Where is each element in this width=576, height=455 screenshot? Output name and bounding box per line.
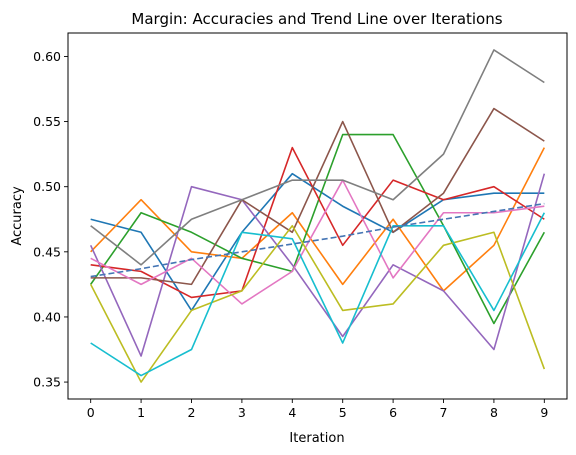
series-line-9 [89,224,546,383]
x-axis-label: Iteration [289,431,344,446]
series-line-4 [90,146,545,299]
plot-frame [67,32,568,400]
series-line-10 [90,212,546,377]
x-tick-label: 7 [440,405,448,420]
x-tick-label: 6 [389,405,397,420]
ticks-layer: 0 1 2 3 4 5 6 7 8 9 0.35 0.40 0.45 0.50 0.55 0.60 [33,49,548,420]
y-tick-label: 0.35 [33,375,61,390]
x-tick-label: 8 [490,405,498,420]
series-line-7 [90,179,545,305]
x-tick-label: 3 [238,405,246,420]
y-tick-label: 0.60 [33,49,61,64]
x-tick-label: 5 [339,405,347,420]
y-tick-label: 0.40 [33,309,61,324]
y-axis-label: Accuracy [10,186,25,246]
series-line-8 [90,49,545,266]
x-tick-label: 4 [288,405,296,420]
y-tick-label: 0.50 [33,179,61,194]
y-tick-label: 0.55 [33,114,61,129]
series-line-3 [90,133,546,325]
x-tick-label: 2 [188,405,196,420]
y-tick-label: 0.45 [33,244,61,259]
series-line-6 [90,107,545,286]
trend-line [90,202,545,278]
x-tick-label: 0 [87,405,95,420]
chart-title: Margin: Accuracies and Trend Line over I… [131,10,502,28]
series-layer [89,49,546,383]
x-tick-label: 1 [137,405,145,420]
x-tick-label: 9 [540,405,548,420]
